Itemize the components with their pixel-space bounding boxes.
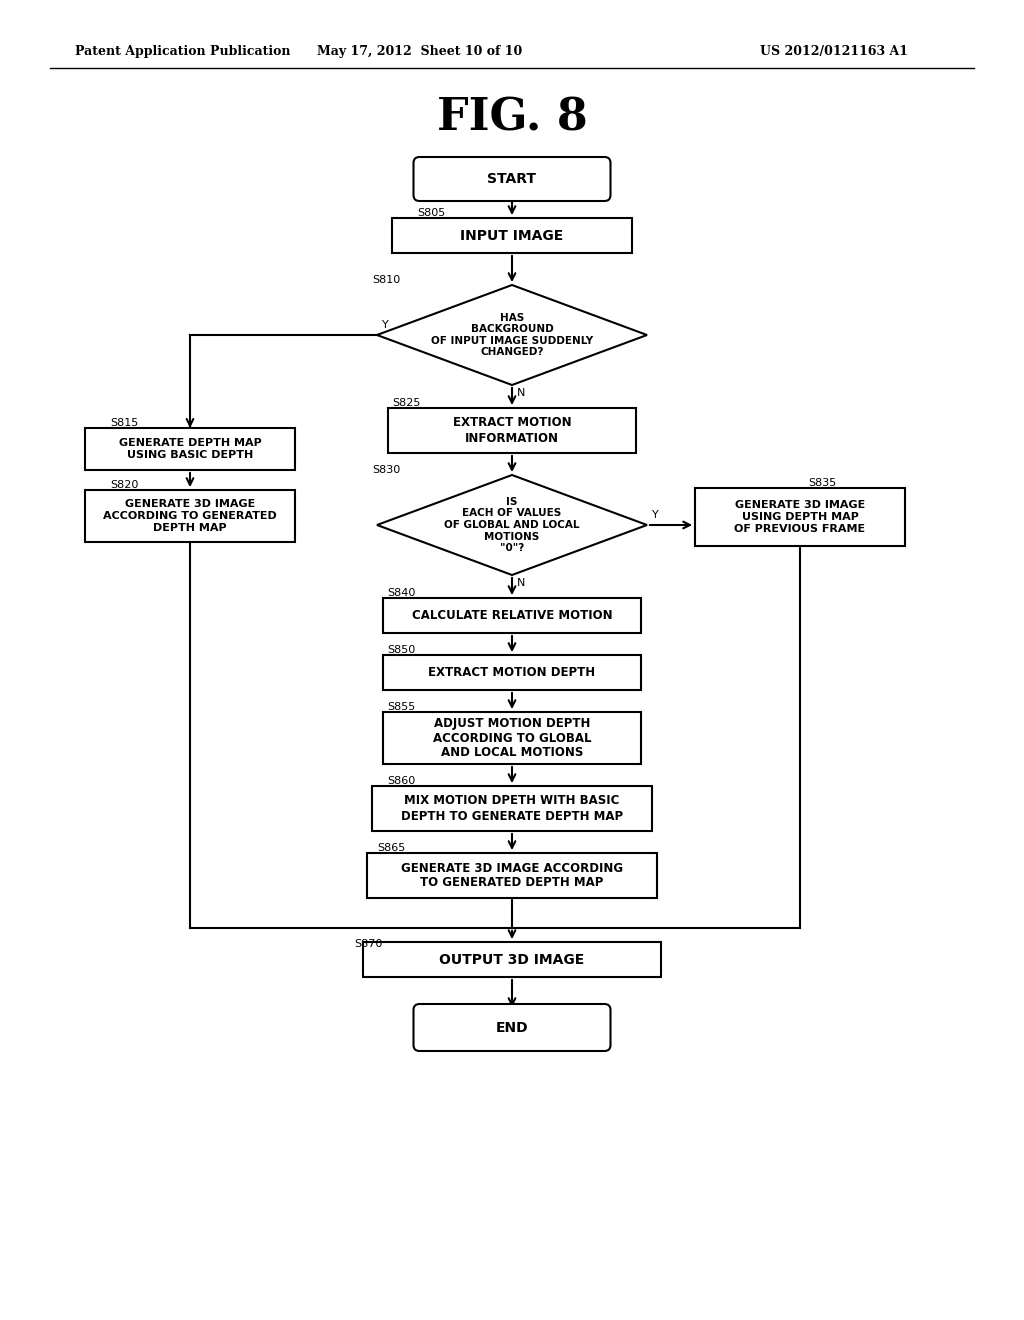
Text: S840: S840	[387, 587, 416, 598]
Text: S835: S835	[808, 478, 837, 488]
Text: S855: S855	[387, 702, 416, 711]
Bar	[388, 408, 636, 453]
Text: S865: S865	[377, 843, 406, 853]
Bar	[695, 488, 905, 546]
Text: EXTRACT MOTION
INFORMATION: EXTRACT MOTION INFORMATION	[453, 417, 571, 445]
Text: S810: S810	[372, 275, 400, 285]
Text: HAS
BACKGROUND
OF INPUT IMAGE SUDDENLY
CHANGED?: HAS BACKGROUND OF INPUT IMAGE SUDDENLY C…	[431, 313, 593, 358]
Bar	[383, 711, 641, 764]
Text: CALCULATE RELATIVE MOTION: CALCULATE RELATIVE MOTION	[412, 609, 612, 622]
Text: S805: S805	[417, 209, 445, 218]
FancyBboxPatch shape	[414, 1005, 610, 1051]
Text: N: N	[517, 388, 525, 399]
Text: US 2012/0121163 A1: US 2012/0121163 A1	[760, 45, 908, 58]
Text: START: START	[487, 172, 537, 186]
Text: INPUT IMAGE: INPUT IMAGE	[461, 228, 563, 243]
Text: Y: Y	[652, 510, 658, 520]
Text: Patent Application Publication: Patent Application Publication	[75, 45, 291, 58]
Text: END: END	[496, 1020, 528, 1035]
Bar	[85, 490, 295, 543]
Bar	[362, 942, 662, 977]
Bar	[383, 655, 641, 690]
Text: Y: Y	[382, 319, 389, 330]
Text: OUTPUT 3D IMAGE: OUTPUT 3D IMAGE	[439, 953, 585, 966]
Text: S830: S830	[372, 465, 400, 475]
Text: S815: S815	[110, 418, 138, 428]
Text: GENERATE 3D IMAGE ACCORDING
TO GENERATED DEPTH MAP: GENERATE 3D IMAGE ACCORDING TO GENERATED…	[401, 862, 623, 890]
Text: S850: S850	[387, 645, 416, 655]
Text: GENERATE DEPTH MAP
USING BASIC DEPTH: GENERATE DEPTH MAP USING BASIC DEPTH	[119, 438, 261, 459]
Text: MIX MOTION DPETH WITH BASIC
DEPTH TO GENERATE DEPTH MAP: MIX MOTION DPETH WITH BASIC DEPTH TO GEN…	[401, 795, 623, 822]
Text: N: N	[517, 578, 525, 587]
Text: S860: S860	[387, 776, 416, 785]
Text: S870: S870	[354, 939, 382, 949]
Text: FIG. 8: FIG. 8	[436, 96, 588, 140]
Polygon shape	[377, 285, 647, 385]
FancyBboxPatch shape	[414, 157, 610, 201]
Bar	[367, 853, 657, 898]
Bar	[392, 218, 632, 253]
Text: ADJUST MOTION DEPTH
ACCORDING TO GLOBAL
AND LOCAL MOTIONS: ADJUST MOTION DEPTH ACCORDING TO GLOBAL …	[433, 717, 591, 759]
Text: S820: S820	[110, 480, 138, 490]
Text: EXTRACT MOTION DEPTH: EXTRACT MOTION DEPTH	[428, 667, 596, 678]
Text: May 17, 2012  Sheet 10 of 10: May 17, 2012 Sheet 10 of 10	[317, 45, 522, 58]
Text: GENERATE 3D IMAGE
ACCORDING TO GENERATED
DEPTH MAP: GENERATE 3D IMAGE ACCORDING TO GENERATED…	[103, 499, 276, 532]
Bar	[383, 598, 641, 634]
Text: IS
EACH OF VALUES
OF GLOBAL AND LOCAL
MOTIONS
"0"?: IS EACH OF VALUES OF GLOBAL AND LOCAL MO…	[444, 496, 580, 553]
Text: GENERATE 3D IMAGE
USING DEPTH MAP
OF PREVIOUS FRAME: GENERATE 3D IMAGE USING DEPTH MAP OF PRE…	[734, 500, 865, 533]
Bar	[85, 428, 295, 470]
Bar	[372, 785, 652, 832]
Text: S825: S825	[392, 399, 421, 408]
Polygon shape	[377, 475, 647, 576]
